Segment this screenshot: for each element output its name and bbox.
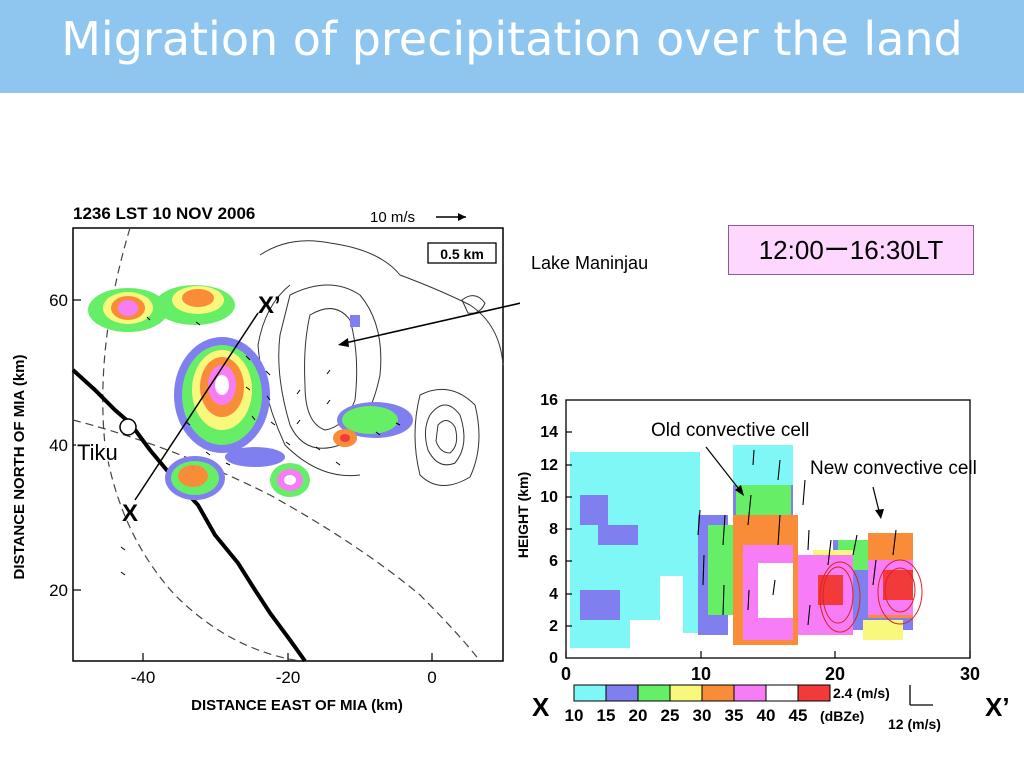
colorbar-label: 25 xyxy=(661,706,680,725)
map-y-axis-label: DISTANCE NORTH OF MIA (km) xyxy=(11,355,28,580)
colorbar-label: 30 xyxy=(693,706,712,725)
x-tick-label: 20 xyxy=(825,664,845,684)
terrain-contour xyxy=(435,420,458,454)
wind-scale-label: 10 m/s xyxy=(370,209,415,226)
map-x-axis-label: DISTANCE EAST OF MIA (km) xyxy=(191,697,403,714)
slide-title: Migration of precipitation over the land xyxy=(61,12,963,66)
colorbar-unit: (dBZe) xyxy=(820,708,864,724)
section-ticks xyxy=(565,431,971,658)
terrain-contour xyxy=(414,388,480,486)
y-tick-label: 14 xyxy=(540,424,558,441)
wind-vectors xyxy=(120,316,401,576)
section-end-label: X’ xyxy=(985,692,1010,722)
echo-cell xyxy=(174,337,270,453)
echo-cell xyxy=(350,315,360,327)
terrain-contour xyxy=(259,240,504,366)
y-tick-label: 2 xyxy=(549,618,558,635)
colorbar-swatch xyxy=(637,684,671,702)
colorbar: 10 15 20 25 30 35 40 45 (dBZe) xyxy=(565,684,864,725)
y-tick-label: 12 xyxy=(540,457,558,474)
cross-section-figure: 0 2 4 6 8 10 12 14 16 0 10 20 30 HEIGHT … xyxy=(515,392,980,732)
echo-cell xyxy=(155,285,235,325)
x-tick-label: 0 xyxy=(427,668,436,687)
echo-region xyxy=(863,620,903,640)
y-tick-label: 4 xyxy=(549,586,558,603)
echo-cell xyxy=(270,463,310,497)
lake-pointer xyxy=(344,302,520,344)
colorbar-label: 15 xyxy=(597,706,616,725)
x-tick-label: 0 xyxy=(561,664,571,684)
y-tick-label: 40 xyxy=(49,436,68,455)
terrain-contour xyxy=(461,295,486,314)
lake-pointer-head xyxy=(338,338,349,347)
map-plot-area xyxy=(71,227,520,663)
colorbar-label: 45 xyxy=(789,706,808,725)
colorbar-label: 10 xyxy=(565,706,584,725)
echo-region xyxy=(580,590,620,620)
section-wind-vectors xyxy=(697,449,897,626)
echo-region xyxy=(818,575,843,605)
y-tick-label: 8 xyxy=(549,521,558,538)
colorbar-label: 20 xyxy=(629,706,648,725)
cross-section-line xyxy=(134,312,259,501)
echo-cell xyxy=(225,447,285,467)
colorbar-swatch xyxy=(573,684,607,702)
echo-cell xyxy=(165,456,225,500)
y-tick-label: 6 xyxy=(549,553,558,570)
lake-label: Lake Maninjau xyxy=(531,253,649,273)
section-start-label: X xyxy=(532,692,550,722)
section-y-axis-label: HEIGHT (km) xyxy=(515,472,531,558)
colorbar-swatch xyxy=(733,684,767,702)
wind-scale-arrowhead xyxy=(458,213,466,221)
altitude-box xyxy=(427,242,497,264)
y-tick-label: 0 xyxy=(549,650,558,667)
y-tick-label: 60 xyxy=(49,291,68,310)
echo-region xyxy=(580,495,608,525)
x-tick-label: -20 xyxy=(276,668,301,687)
colorbar-swatch xyxy=(669,684,703,702)
colorbar-label: 35 xyxy=(725,706,744,725)
y-tick-label: 20 xyxy=(49,581,68,600)
radar-map-figure: 1236 LST 10 NOV 2006 10 m/s xyxy=(11,204,520,714)
echo-region xyxy=(758,563,793,618)
colorbar-label: 40 xyxy=(757,706,776,725)
echo-cell xyxy=(333,402,413,447)
echo-region xyxy=(708,525,733,615)
colorbar-swatch xyxy=(765,684,799,702)
updraft-contours xyxy=(819,559,923,633)
section-plot-area xyxy=(570,445,923,648)
town-label: Tiku xyxy=(77,440,118,465)
range-ring-inner xyxy=(102,227,301,662)
x-tick-label: -40 xyxy=(131,668,156,687)
range-ring-outer xyxy=(72,419,481,662)
altitude-label: 0.5 km xyxy=(440,246,484,262)
colorbar-swatch xyxy=(701,684,735,702)
x-tick-label: 30 xyxy=(960,664,980,684)
colorbar-swatch xyxy=(605,684,639,702)
old-cell-pointer-head xyxy=(735,485,744,496)
cross-section-end-label: X’ xyxy=(258,292,281,319)
y-tick-label: 16 xyxy=(540,392,558,409)
y-tick-label: 10 xyxy=(540,489,558,506)
colorbar-swatch xyxy=(797,684,831,702)
old-cell-label: Old convective cell xyxy=(651,420,810,441)
cross-section-start-label: X xyxy=(122,500,138,527)
time-range-box: 12:00ー16:30LT xyxy=(728,225,974,275)
coastline xyxy=(71,368,307,663)
radar-site-marker xyxy=(119,418,137,436)
vector-scale-horizontal: 12 (m/s) xyxy=(888,716,941,732)
vector-scale-vertical: 2.4 (m/s) xyxy=(833,685,890,701)
new-cell-label: New convective cell xyxy=(810,458,977,479)
x-tick-label: 10 xyxy=(691,664,711,684)
echo-region xyxy=(598,525,638,545)
title-bar: Migration of precipitation over the land xyxy=(0,0,1024,93)
map-timestamp: 1236 LST 10 NOV 2006 xyxy=(73,204,255,223)
map-x-ticks xyxy=(73,299,433,661)
old-cell-pointer xyxy=(705,446,743,494)
echo-region xyxy=(883,570,913,600)
echo-cell xyxy=(88,288,168,332)
new-cell-pointer-head xyxy=(875,509,884,519)
terrain-contour xyxy=(424,404,465,466)
